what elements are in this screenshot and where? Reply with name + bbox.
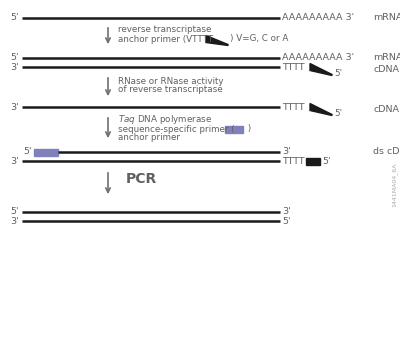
Polygon shape — [310, 103, 332, 116]
Text: TTTT: TTTT — [282, 156, 305, 166]
Text: AAAAAAAAA 3': AAAAAAAAA 3' — [282, 14, 354, 22]
Text: 3': 3' — [10, 156, 19, 166]
Text: 1441MA04_6A: 1441MA04_6A — [391, 163, 397, 207]
Text: 5': 5' — [10, 207, 19, 217]
Text: anchor primer: anchor primer — [118, 134, 180, 142]
Text: 5': 5' — [334, 108, 342, 118]
Text: ) V=G, C or A: ) V=G, C or A — [230, 34, 288, 44]
Text: TTTT: TTTT — [282, 63, 305, 71]
Polygon shape — [206, 35, 228, 46]
Text: AAAAAAAAA 3': AAAAAAAAA 3' — [282, 53, 354, 63]
Text: 5': 5' — [10, 53, 19, 63]
Text: mRNA: mRNA — [373, 14, 400, 22]
Text: 3': 3' — [282, 148, 291, 156]
Bar — [34, 149, 58, 155]
Text: 5': 5' — [10, 14, 19, 22]
Text: reverse transcriptase: reverse transcriptase — [118, 26, 211, 34]
Text: 5': 5' — [282, 217, 290, 225]
Text: ): ) — [245, 124, 251, 134]
Bar — [225, 125, 243, 133]
Text: 3': 3' — [10, 102, 19, 112]
Text: $\it{Taq}$ DNA polymerase: $\it{Taq}$ DNA polymerase — [118, 114, 212, 126]
Text: 3': 3' — [10, 63, 19, 71]
Text: cDNA: cDNA — [373, 65, 399, 73]
Polygon shape — [310, 64, 332, 75]
Bar — [306, 157, 320, 165]
Text: sequence-specific primer (: sequence-specific primer ( — [118, 124, 235, 134]
Text: TTTT: TTTT — [282, 102, 305, 112]
Text: anchor primer (VTTTT: anchor primer (VTTTT — [118, 34, 213, 44]
Text: 3': 3' — [282, 207, 291, 217]
Text: mRNA: mRNA — [373, 53, 400, 63]
Text: 5': 5' — [24, 148, 32, 156]
Text: ds cDNA: ds cDNA — [373, 148, 400, 156]
Text: 5': 5' — [334, 68, 342, 78]
Text: cDNA: cDNA — [373, 104, 399, 114]
Text: of reverse transcriptase: of reverse transcriptase — [118, 85, 223, 95]
Text: 5': 5' — [322, 156, 330, 166]
Text: RNase or RNase activity: RNase or RNase activity — [118, 76, 224, 85]
Text: PCR: PCR — [126, 172, 157, 186]
Text: 3': 3' — [10, 217, 19, 225]
